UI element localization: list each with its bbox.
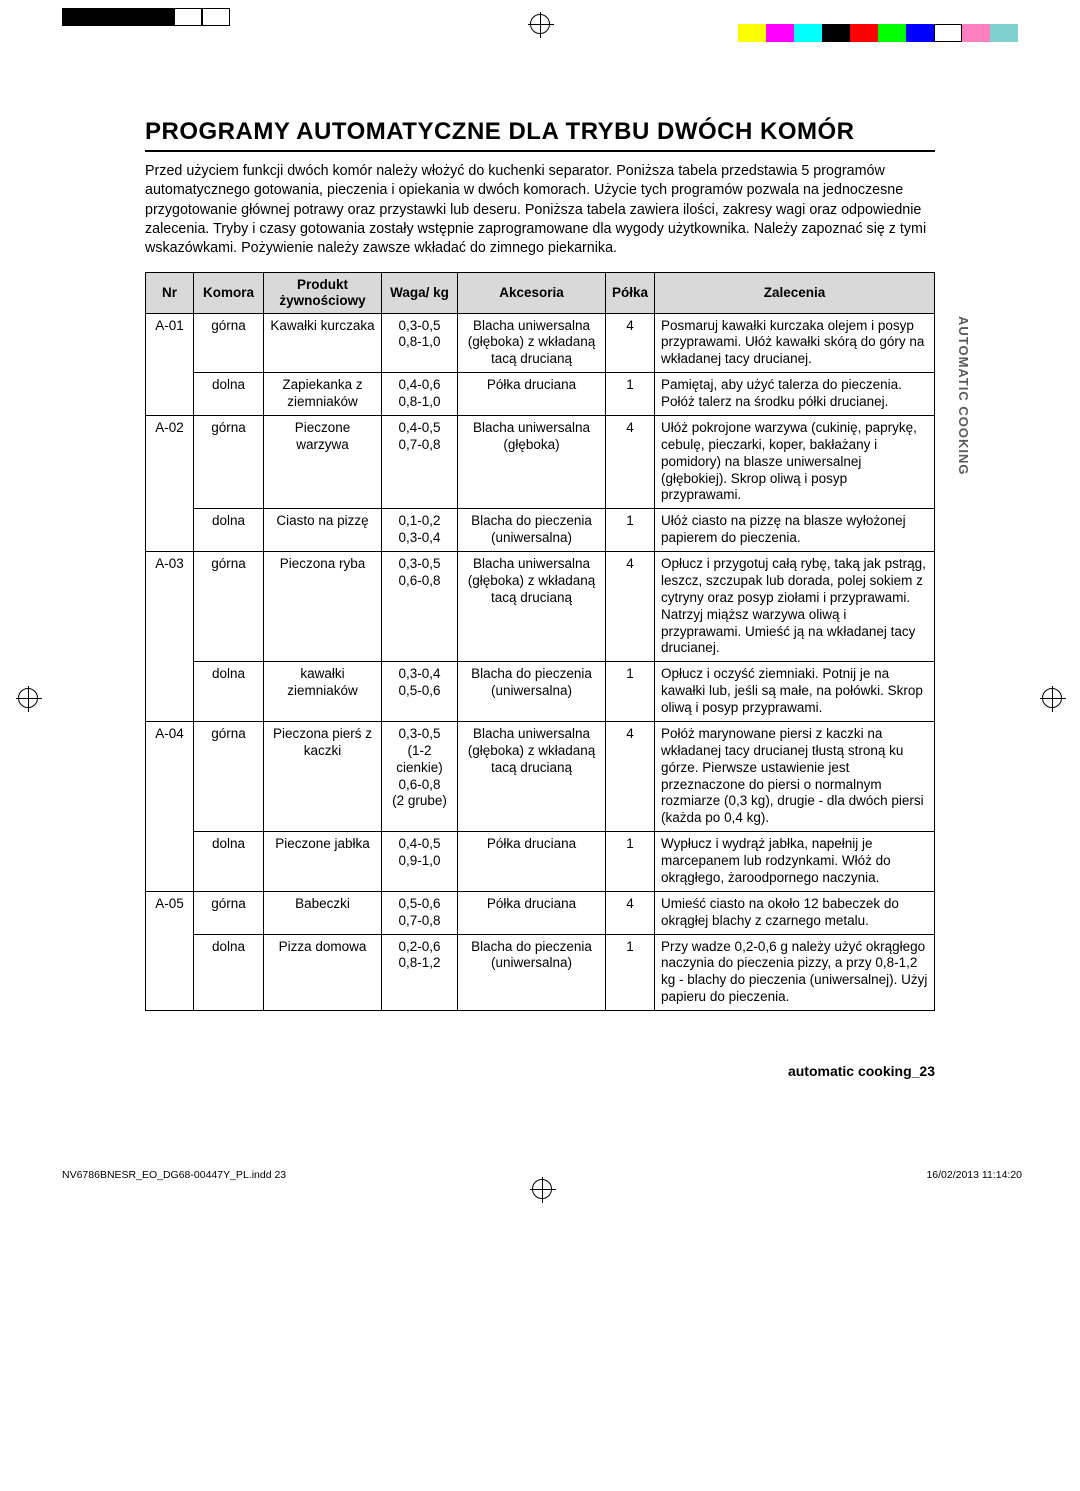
- programs-table: Nr Komora Produkt żywnościowy Waga/ kg A…: [145, 272, 935, 1011]
- cell-polka: 1: [606, 509, 655, 552]
- table-row: A-02górnaPieczone warzywa0,4-0,50,7-0,8B…: [146, 415, 935, 508]
- col-produkt: Produkt żywnościowy: [264, 273, 382, 313]
- table-row: dolnaPieczone jabłka0,4-0,50,9-1,0Półka …: [146, 832, 935, 892]
- cell-komora: górna: [194, 552, 264, 662]
- cell-zalecenia: Ułóż ciasto na pizzę na blasze wyłożonej…: [655, 509, 935, 552]
- table-row: dolnaPizza domowa0,2-0,60,8-1,2Blacha do…: [146, 934, 935, 1011]
- cell-waga: 0,5-0,60,7-0,8: [382, 891, 458, 934]
- cell-waga: 0,4-0,50,9-1,0: [382, 832, 458, 892]
- cell-waga: 0,2-0,60,8-1,2: [382, 934, 458, 1011]
- cell-waga: 0,3-0,50,6-0,8: [382, 552, 458, 662]
- cell-polka: 1: [606, 662, 655, 722]
- cell-produkt: kawałki ziemniaków: [264, 662, 382, 722]
- table-row: dolnaZapiekanka z ziemniaków0,4-0,60,8-1…: [146, 373, 935, 416]
- table-header-row: Nr Komora Produkt żywnościowy Waga/ kg A…: [146, 273, 935, 313]
- registration-mark-left: [18, 688, 38, 708]
- table-row: A-01górnaKawałki kurczaka0,3-0,50,8-1,0B…: [146, 313, 935, 373]
- col-zalecenia: Zalecenia: [655, 273, 935, 313]
- table-row: dolnaCiasto na pizzę0,1-0,20,3-0,4Blacha…: [146, 509, 935, 552]
- cell-waga: 0,3-0,5(1-2 cienkie)0,6-0,8(2 grube): [382, 721, 458, 831]
- cell-zalecenia: Opłucz i przygotuj całą rybę, taką jak p…: [655, 552, 935, 662]
- cell-komora: dolna: [194, 832, 264, 892]
- cell-akcesoria: Półka druciana: [458, 891, 606, 934]
- col-akcesoria: Akcesoria: [458, 273, 606, 313]
- cell-akcesoria: Blacha uniwersalna (głęboka) z wkładaną …: [458, 313, 606, 373]
- table-row: dolnakawałki ziemniaków0,3-0,40,5-0,6Bla…: [146, 662, 935, 722]
- cell-nr: A-05: [146, 891, 194, 1010]
- registration-mark-top: [530, 14, 550, 34]
- cell-komora: dolna: [194, 934, 264, 1011]
- cell-komora: dolna: [194, 662, 264, 722]
- page-content: PROGRAMY AUTOMATYCZNE DLA TRYBU DWÓCH KO…: [145, 118, 935, 1079]
- cell-produkt: Pieczona ryba: [264, 552, 382, 662]
- col-waga: Waga/ kg: [382, 273, 458, 313]
- cell-produkt: Zapiekanka z ziemniaków: [264, 373, 382, 416]
- cell-produkt: Kawałki kurczaka: [264, 313, 382, 373]
- cell-akcesoria: Blacha uniwersalna (głęboka) z wkładaną …: [458, 721, 606, 831]
- registration-mark-bottom: [532, 1179, 552, 1199]
- cell-zalecenia: Opłucz i oczyść ziemniaki. Potnij je na …: [655, 662, 935, 722]
- meta-filename: NV6786BNESR_EO_DG68-00447Y_PL.indd 23: [62, 1169, 286, 1181]
- cell-zalecenia: Pamiętaj, aby użyć talerza do pieczenia.…: [655, 373, 935, 416]
- cell-produkt: Pieczona pierś z kaczki: [264, 721, 382, 831]
- cell-polka: 4: [606, 552, 655, 662]
- cell-polka: 4: [606, 313, 655, 373]
- cell-komora: dolna: [194, 509, 264, 552]
- cell-nr: A-04: [146, 721, 194, 891]
- col-polka: Półka: [606, 273, 655, 313]
- cell-zalecenia: Ułóż pokrojone warzywa (cukinię, paprykę…: [655, 415, 935, 508]
- cell-waga: 0,3-0,40,5-0,6: [382, 662, 458, 722]
- table-body: A-01górnaKawałki kurczaka0,3-0,50,8-1,0B…: [146, 313, 935, 1011]
- table-row: A-03górnaPieczona ryba0,3-0,50,6-0,8Blac…: [146, 552, 935, 662]
- cell-komora: górna: [194, 313, 264, 373]
- cell-polka: 4: [606, 721, 655, 831]
- cell-akcesoria: Blacha do pieczenia (uniwersalna): [458, 934, 606, 1011]
- cell-akcesoria: Blacha do pieczenia (uniwersalna): [458, 509, 606, 552]
- cell-produkt: Pieczone warzywa: [264, 415, 382, 508]
- col-nr: Nr: [146, 273, 194, 313]
- cell-zalecenia: Posmaruj kawałki kurczaka olejem i posyp…: [655, 313, 935, 373]
- print-bars-right: [738, 24, 1018, 42]
- cell-waga: 0,3-0,50,8-1,0: [382, 313, 458, 373]
- cell-polka: 1: [606, 373, 655, 416]
- table-row: A-05górnaBabeczki0,5-0,60,7-0,8Półka dru…: [146, 891, 935, 934]
- cell-komora: dolna: [194, 373, 264, 416]
- cell-polka: 4: [606, 891, 655, 934]
- cell-akcesoria: Półka druciana: [458, 832, 606, 892]
- intro-paragraph: Przed użyciem funkcji dwóch komór należy…: [145, 162, 935, 258]
- cell-produkt: Ciasto na pizzę: [264, 509, 382, 552]
- meta-timestamp: 16/02/2013 11:14:20: [926, 1169, 1022, 1181]
- cell-waga: 0,4-0,50,7-0,8: [382, 415, 458, 508]
- cell-waga: 0,4-0,60,8-1,0: [382, 373, 458, 416]
- cell-akcesoria: Blacha do pieczenia (uniwersalna): [458, 662, 606, 722]
- cell-polka: 1: [606, 832, 655, 892]
- cell-zalecenia: Połóż marynowane piersi z kaczki na wkła…: [655, 721, 935, 831]
- cell-produkt: Babeczki: [264, 891, 382, 934]
- cell-polka: 4: [606, 415, 655, 508]
- cell-akcesoria: Blacha uniwersalna (głęboka): [458, 415, 606, 508]
- cell-zalecenia: Umieść ciasto na około 12 babeczek do ok…: [655, 891, 935, 934]
- cell-nr: A-01: [146, 313, 194, 415]
- cell-nr: A-02: [146, 415, 194, 551]
- cell-akcesoria: Blacha uniwersalna (głęboka) z wkładaną …: [458, 552, 606, 662]
- cell-waga: 0,1-0,20,3-0,4: [382, 509, 458, 552]
- cell-komora: górna: [194, 415, 264, 508]
- cell-polka: 1: [606, 934, 655, 1011]
- print-meta-footer: NV6786BNESR_EO_DG68-00447Y_PL.indd 23 16…: [62, 1169, 1022, 1201]
- page-footer: automatic cooking_23: [145, 1063, 935, 1079]
- print-registration-row: [0, 8, 1080, 48]
- cell-produkt: Pizza domowa: [264, 934, 382, 1011]
- cell-zalecenia: Przy wadze 0,2-0,6 g należy użyć okrągłe…: [655, 934, 935, 1011]
- col-komora: Komora: [194, 273, 264, 313]
- cell-produkt: Pieczone jabłka: [264, 832, 382, 892]
- section-heading: PROGRAMY AUTOMATYCZNE DLA TRYBU DWÓCH KO…: [145, 118, 935, 152]
- cell-nr: A-03: [146, 552, 194, 722]
- cell-zalecenia: Wypłucz i wydrąż jabłka, napełnij je mar…: [655, 832, 935, 892]
- side-tab-label: AUTOMATIC COOKING: [956, 316, 971, 476]
- cell-komora: górna: [194, 891, 264, 934]
- cell-komora: górna: [194, 721, 264, 831]
- cell-akcesoria: Półka druciana: [458, 373, 606, 416]
- table-row: A-04górnaPieczona pierś z kaczki0,3-0,5(…: [146, 721, 935, 831]
- registration-mark-right: [1042, 688, 1062, 708]
